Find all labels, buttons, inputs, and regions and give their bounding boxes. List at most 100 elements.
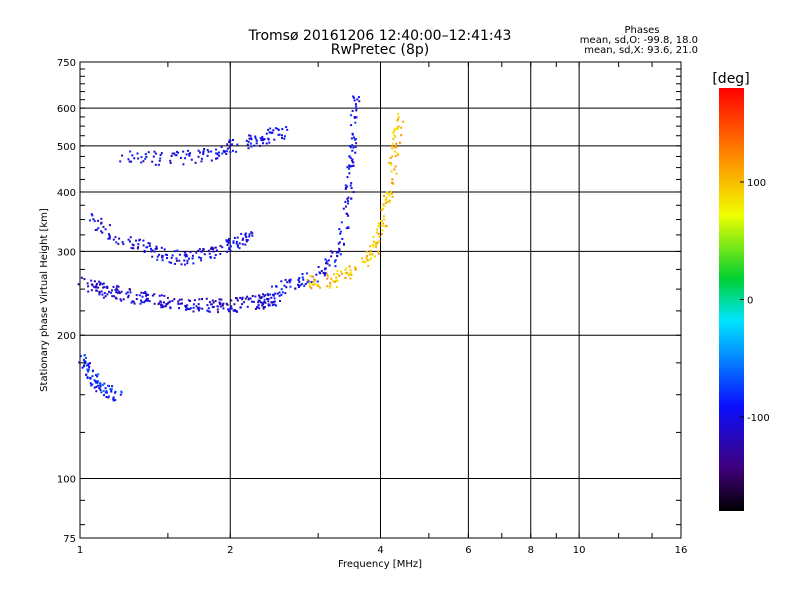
echo-point [400, 134, 403, 137]
echo-point [197, 306, 200, 309]
echo-point [169, 306, 172, 309]
echo-point [272, 301, 275, 303]
echo-point [142, 244, 145, 247]
echo-point [167, 302, 170, 305]
echo-point [285, 286, 288, 289]
echo-point [236, 236, 239, 239]
echo-point [222, 149, 225, 152]
echo-point [273, 297, 276, 300]
echo-point [254, 137, 257, 140]
echo-point [269, 127, 272, 130]
echo-point [397, 116, 400, 119]
echo-point [105, 390, 108, 393]
echo-point [90, 289, 93, 292]
echo-point [374, 241, 377, 244]
x-tick-label: 6 [465, 545, 471, 556]
echo-point [112, 396, 115, 399]
echo-point [86, 377, 89, 379]
echo-point [144, 153, 147, 156]
echo-point [271, 285, 273, 288]
echo-point [262, 303, 265, 306]
echo-point [202, 150, 205, 153]
echo-point [146, 297, 149, 300]
echo-point [85, 373, 87, 376]
echo-point [193, 299, 196, 302]
echo-point [329, 250, 332, 253]
echo-point [131, 300, 134, 303]
echo-point [338, 247, 341, 250]
echo-point [206, 304, 209, 307]
echo-point [142, 292, 145, 294]
echo-point [130, 301, 133, 304]
echo-point [309, 275, 312, 278]
echo-point [373, 255, 376, 258]
echo-point [365, 250, 368, 253]
echo-point [259, 144, 261, 147]
echo-point [248, 233, 251, 236]
echo-point [187, 149, 189, 152]
echo-point [236, 297, 239, 300]
echo-point [351, 165, 354, 167]
echo-point [330, 277, 333, 280]
echo-point [161, 304, 164, 307]
echo-point [186, 304, 189, 307]
echo-point [143, 249, 146, 252]
echo-point [270, 301, 273, 304]
echo-point [377, 222, 380, 225]
echo-point [229, 144, 232, 147]
echo-point [171, 254, 174, 257]
echo-point [229, 249, 232, 252]
echo-point [247, 297, 250, 300]
echo-point [170, 261, 173, 264]
echo-point [350, 137, 353, 140]
echo-point [368, 253, 371, 256]
echo-point [348, 167, 351, 170]
echo-point [221, 152, 224, 155]
echo-point [402, 120, 405, 123]
echo-point [216, 305, 219, 308]
echo-point [212, 247, 215, 250]
echo-point [237, 245, 239, 248]
echo-point [104, 391, 107, 394]
echo-point [232, 241, 235, 244]
echo-point [244, 235, 247, 238]
echo-point [396, 128, 399, 130]
echo-point [316, 284, 319, 287]
echo-point [127, 294, 130, 297]
echo-point [153, 302, 156, 305]
echo-point [140, 291, 143, 294]
echo-point [148, 244, 151, 247]
echo-point [261, 301, 264, 304]
echo-point [398, 141, 401, 144]
stats-title: Phases [624, 25, 659, 36]
echo-point [186, 307, 189, 310]
echo-point [317, 266, 320, 268]
echo-point [232, 149, 234, 152]
echo-point [218, 154, 221, 157]
echo-point [336, 270, 339, 273]
echo-point [271, 131, 274, 134]
echo-point [229, 307, 232, 310]
echo-point [228, 240, 231, 243]
echo-point [226, 303, 229, 306]
echo-point [236, 143, 239, 146]
echo-point [205, 297, 208, 300]
echo-point [394, 165, 397, 168]
x-tick-labels: 1 2 4 6 8 10 16 [77, 545, 688, 556]
echo-point [163, 294, 166, 297]
echo-point [377, 232, 380, 235]
echo-point [301, 276, 304, 279]
echo-point [157, 163, 160, 166]
echo-point [354, 146, 357, 148]
colorbar-ticks: 100 0 -100 [740, 178, 770, 424]
echo-point [90, 213, 93, 216]
echo-point [381, 233, 383, 236]
echo-point [209, 256, 212, 259]
echo-point [177, 151, 180, 154]
echo-point [261, 304, 264, 307]
echo-point [236, 299, 239, 302]
echo-point [349, 165, 352, 168]
echo-point [382, 222, 385, 225]
echo-point [200, 259, 203, 262]
echo-point [219, 303, 221, 306]
